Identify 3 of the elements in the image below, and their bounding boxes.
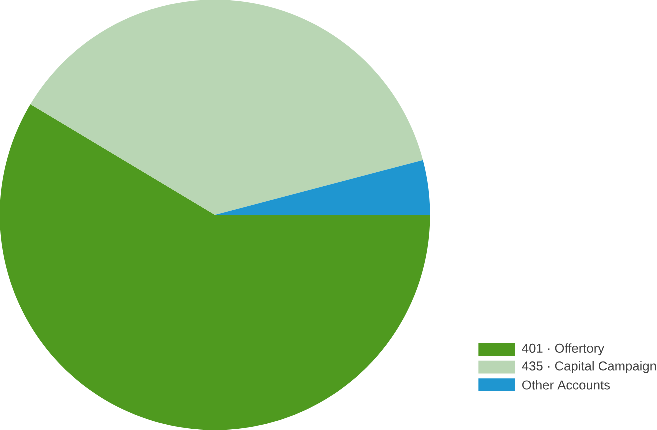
legend-label: 401 · Offertory [522,343,605,356]
legend-label: 435 · Capital Campaign [522,361,656,374]
legend-label: Other Accounts [522,380,610,390]
